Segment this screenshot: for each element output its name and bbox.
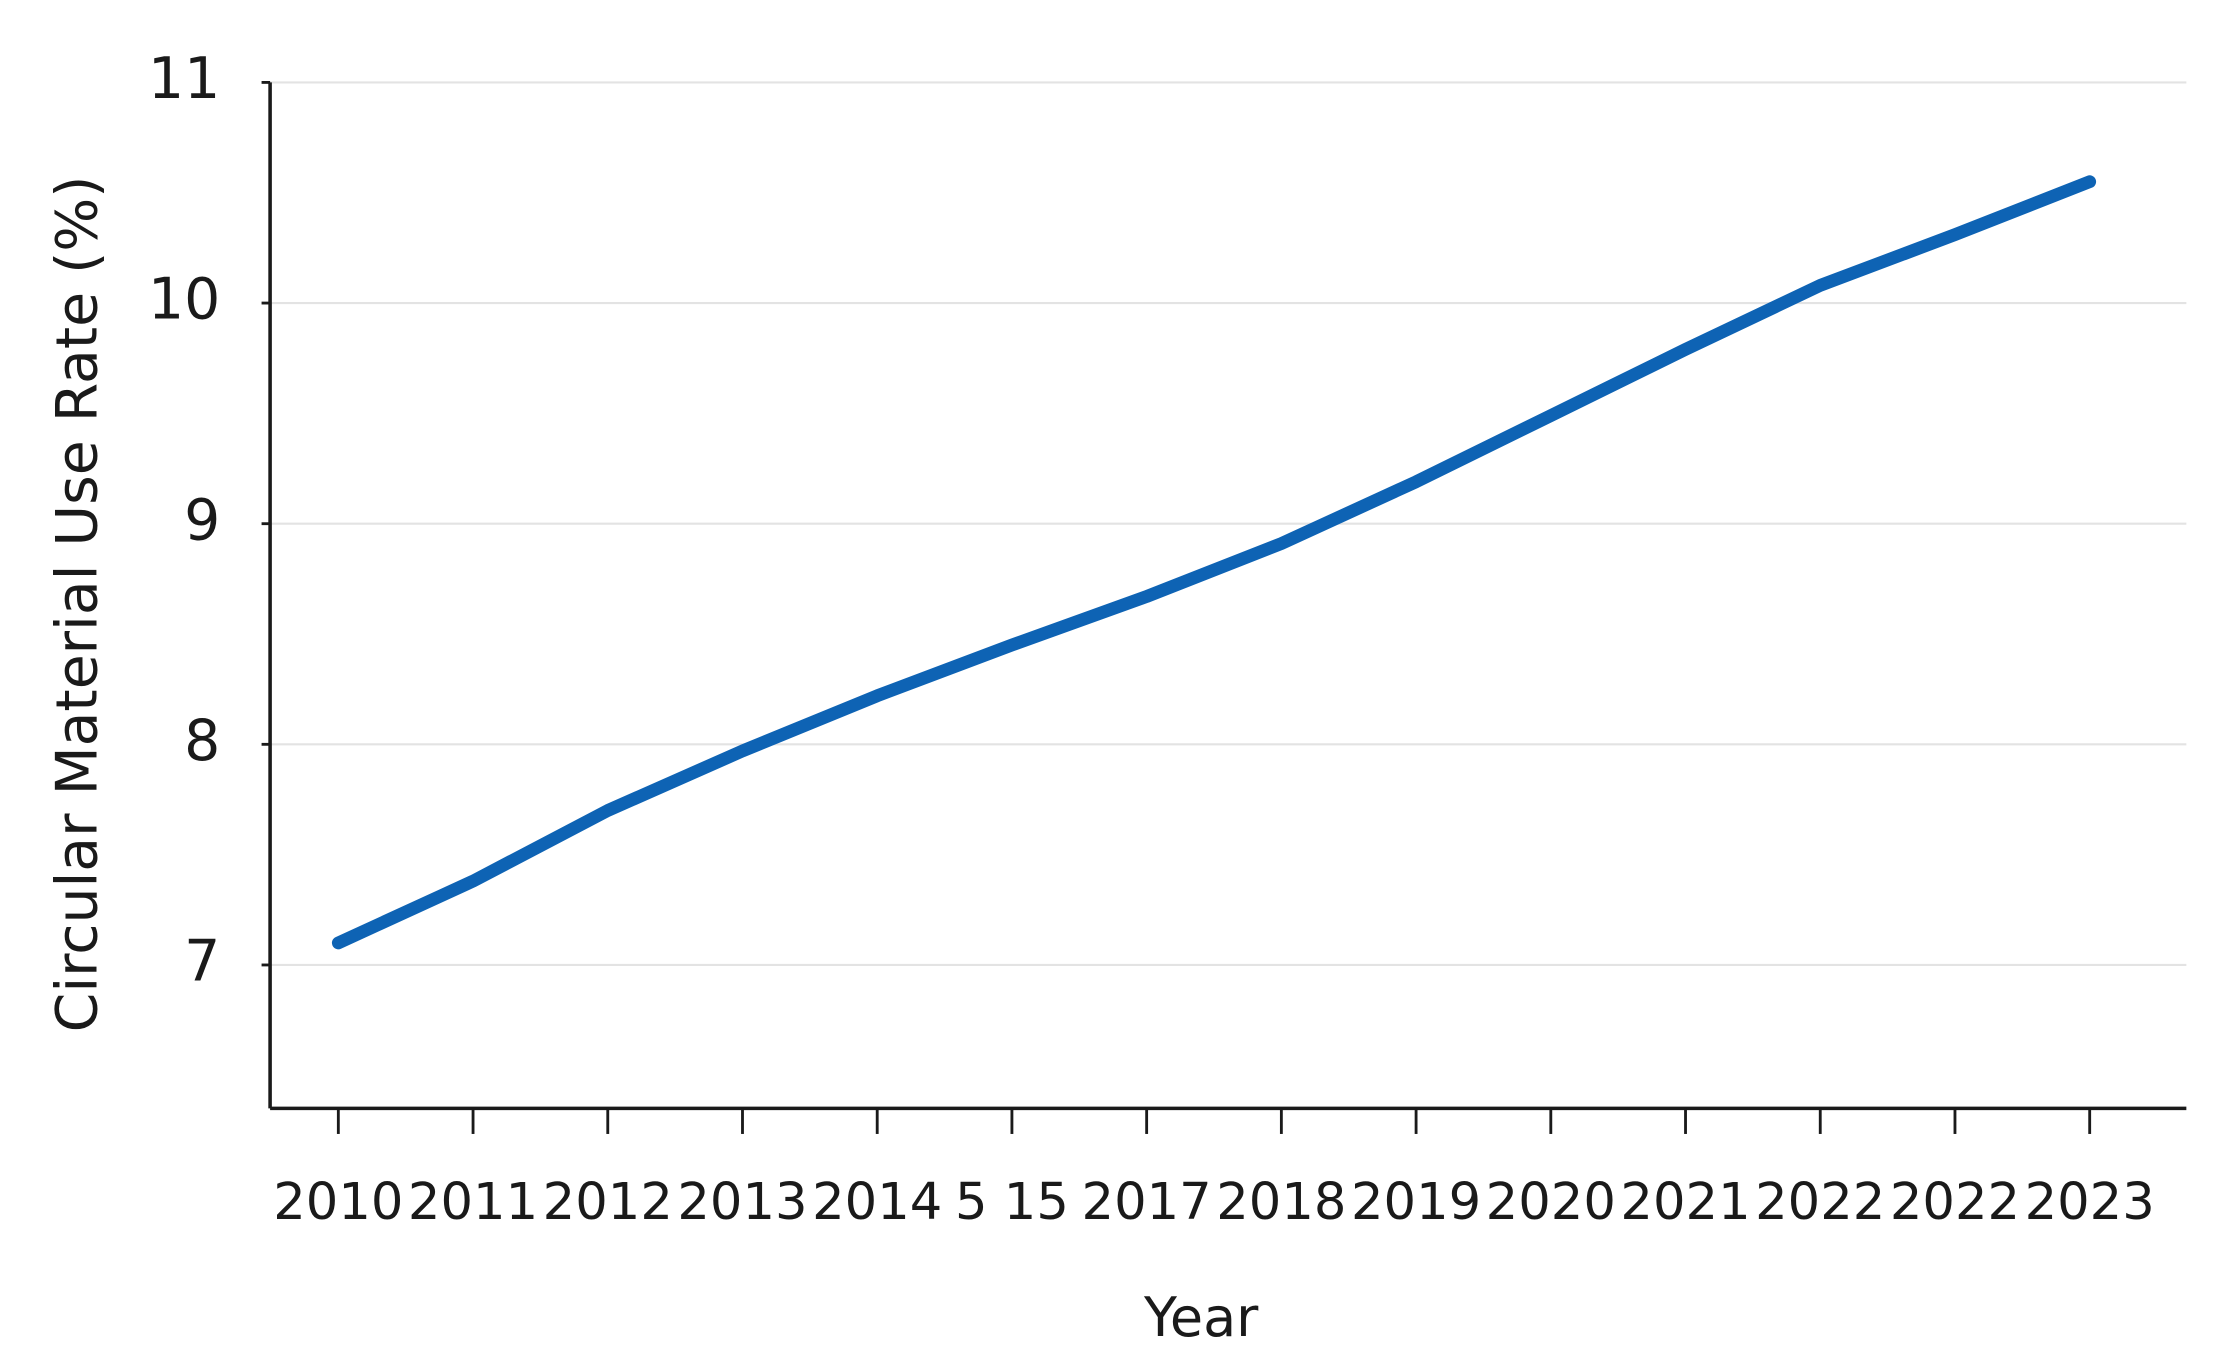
x-tick-label: 2017	[1082, 1173, 1212, 1232]
y-tick-label: 7	[184, 929, 220, 995]
x-tick-label: 2020	[1486, 1173, 1616, 1232]
y-tick-label: 8	[184, 708, 220, 774]
x-tick-label: 5 15	[955, 1173, 1069, 1232]
x-tick-label: 2022	[1890, 1173, 2020, 1232]
x-tick-label: 2021	[1620, 1173, 1750, 1232]
y-tick-label: 11	[148, 46, 220, 112]
x-tick-label: 2018	[1216, 1173, 1346, 1232]
x-tick-label: 2013	[677, 1173, 807, 1232]
x-tick-label: 2014	[812, 1173, 942, 1232]
x-tick-label: 2010	[273, 1173, 403, 1232]
x-axis-title: Year	[1143, 1286, 1259, 1349]
y-tick-label: 9	[184, 487, 220, 553]
y-tick-label: 10	[148, 267, 220, 333]
x-tick-label: 2011	[408, 1173, 538, 1232]
y-axis-title: Circular Material Use Rate (%)	[45, 176, 111, 1033]
x-tick-label: 2023	[2025, 1173, 2155, 1232]
x-tick-label: 2012	[543, 1173, 673, 1232]
x-tick-label: 2022	[1755, 1173, 1885, 1232]
data-line	[331, 175, 2097, 950]
x-tick-label: 2019	[1351, 1173, 1481, 1232]
